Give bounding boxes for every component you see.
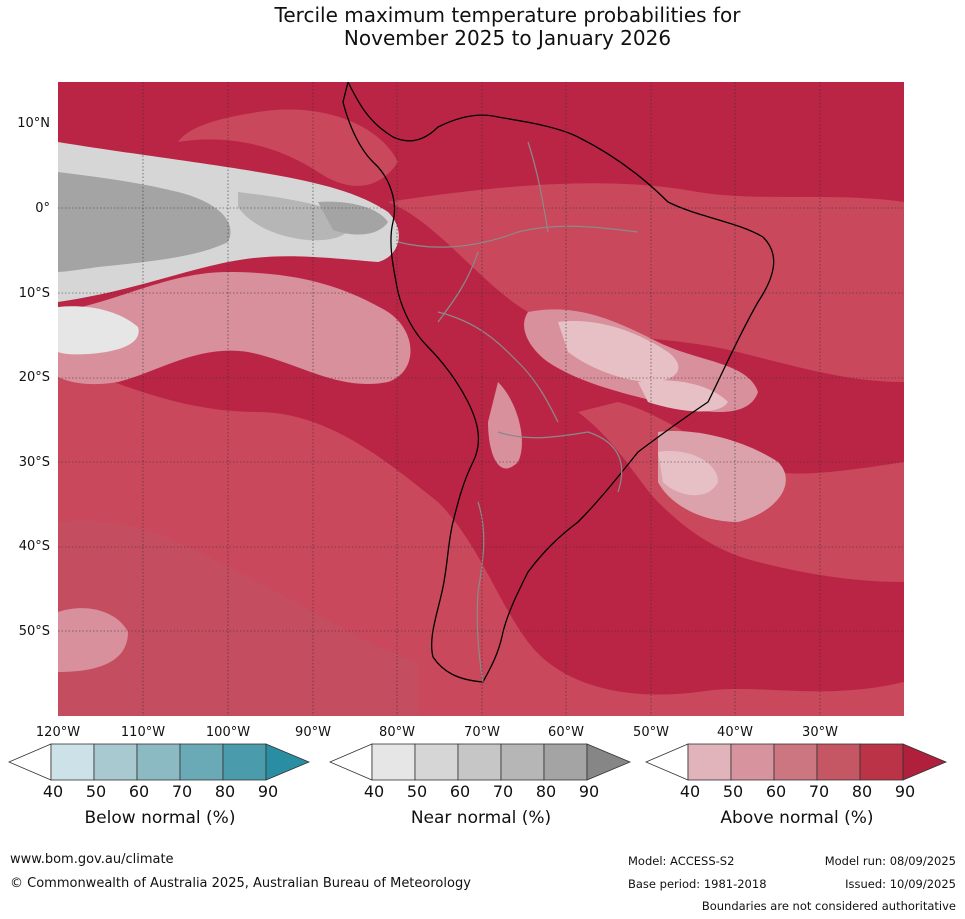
model-text: Model: ACCESS-S2	[628, 854, 735, 868]
colorbar-upper-extend	[586, 743, 632, 781]
tick-label: 90	[894, 782, 916, 801]
colorbar-swatch	[222, 743, 267, 781]
graticule	[58, 82, 904, 716]
tick-label: 70	[492, 782, 514, 801]
map-canvas	[58, 82, 904, 716]
map-title-line1: Tercile maximum temperature probabilitie…	[274, 3, 741, 27]
model-run-text: Model run: 08/09/2025	[824, 854, 956, 868]
lon-label: 30°W	[802, 725, 838, 740]
colorbar-swatch	[457, 743, 502, 781]
lat-label: 30°S	[18, 455, 50, 470]
colorbar-swatch	[371, 743, 416, 781]
colorbar-below-swatches	[7, 743, 311, 781]
colorbar-swatch	[687, 743, 732, 781]
colorbar-swatch	[179, 743, 224, 781]
colorbar-swatch	[730, 743, 775, 781]
lat-label: 10°N	[17, 116, 50, 131]
tick-label: 60	[449, 782, 471, 801]
colorbar-swatch	[50, 743, 95, 781]
website-link[interactable]: www.bom.gov.au/climate	[10, 852, 174, 867]
colorbar-above	[644, 743, 949, 787]
colorbar-lower-extend	[7, 743, 52, 781]
tick-label: 80	[214, 782, 236, 801]
disclaimer-text: Boundaries are not considered authoritat…	[701, 899, 956, 913]
colorbar-above-title: Above normal (%)	[720, 808, 874, 828]
colorbar-swatch	[816, 743, 861, 781]
lon-label: 70°W	[464, 725, 500, 740]
tick-label: 60	[765, 782, 787, 801]
lon-label: 40°W	[717, 725, 753, 740]
probability-map	[58, 82, 904, 716]
lon-label: 110°W	[120, 725, 166, 740]
tick-label: 90	[257, 782, 279, 801]
base-period-text: Base period: 1981-2018	[628, 877, 767, 891]
colorbar-lower-extend	[328, 743, 373, 781]
tick-label: 70	[171, 782, 193, 801]
tick-label: 80	[535, 782, 557, 801]
tick-label: 90	[578, 782, 600, 801]
map-title-line2: November 2025 to January 2026	[343, 26, 672, 50]
lat-label: 20°S	[18, 370, 50, 385]
tick-label: 40	[363, 782, 385, 801]
country-borders	[397, 141, 639, 683]
colorbar-near-swatches	[328, 743, 632, 781]
lat-label: 0°	[35, 201, 50, 216]
issued-text: Issued: 10/09/2025	[845, 877, 956, 891]
colorbar-below	[7, 743, 312, 787]
copyright-text: © Commonwealth of Australia 2025, Austra…	[10, 876, 471, 891]
lon-label: 120°W	[35, 725, 81, 740]
colorbar-swatch	[859, 743, 904, 781]
colorbar-swatch	[414, 743, 459, 781]
lon-label: 100°W	[205, 725, 251, 740]
tick-label: 70	[808, 782, 830, 801]
colorbar-upper-extend	[902, 743, 948, 781]
colorbar-swatch	[500, 743, 545, 781]
lat-label: 50°S	[18, 624, 50, 639]
colorbar-swatch	[773, 743, 818, 781]
colorbar-near-title: Near normal (%)	[410, 808, 552, 828]
tick-label: 50	[406, 782, 428, 801]
colorbar-above-swatches	[644, 743, 948, 781]
colorbar-swatch	[93, 743, 138, 781]
tick-label: 60	[128, 782, 150, 801]
map-title: Tercile maximum temperature probabilitie…	[0, 4, 965, 50]
tick-label: 40	[679, 782, 701, 801]
colorbar-lower-extend	[644, 743, 689, 781]
colorbar-upper-extend	[265, 743, 311, 781]
lon-label: 90°W	[295, 725, 331, 740]
colorbar-near	[328, 743, 633, 787]
lat-label: 10°S	[18, 286, 50, 301]
colorbar-swatch	[543, 743, 588, 781]
lon-label: 50°W	[633, 725, 669, 740]
tick-label: 50	[85, 782, 107, 801]
tick-label: 40	[42, 782, 64, 801]
coastline	[342, 82, 775, 683]
lon-label: 80°W	[379, 725, 415, 740]
lon-label: 60°W	[548, 725, 584, 740]
tick-label: 50	[722, 782, 744, 801]
colorbar-below-title: Below normal (%)	[84, 808, 236, 828]
colorbar-swatch	[136, 743, 181, 781]
lat-label: 40°S	[18, 539, 50, 554]
tick-label: 80	[851, 782, 873, 801]
